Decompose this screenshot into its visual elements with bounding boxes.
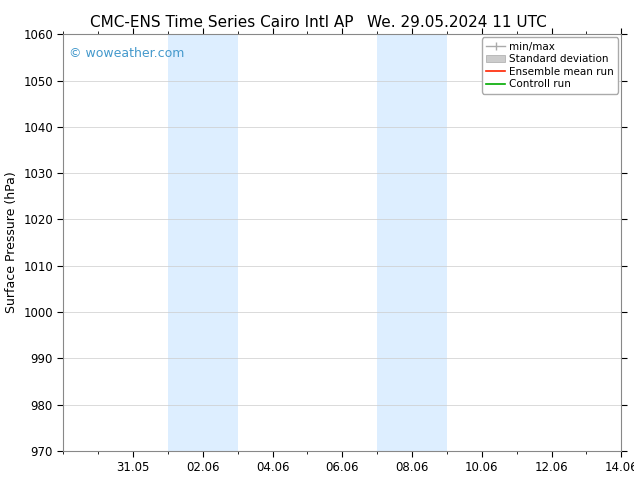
Text: CMC-ENS Time Series Cairo Intl AP: CMC-ENS Time Series Cairo Intl AP bbox=[90, 15, 354, 30]
Bar bbox=[377, 34, 447, 451]
Text: © woweather.com: © woweather.com bbox=[69, 47, 184, 60]
Legend: min/max, Standard deviation, Ensemble mean run, Controll run: min/max, Standard deviation, Ensemble me… bbox=[482, 37, 618, 94]
Text: We. 29.05.2024 11 UTC: We. 29.05.2024 11 UTC bbox=[366, 15, 547, 30]
Bar bbox=[168, 34, 238, 451]
Y-axis label: Surface Pressure (hPa): Surface Pressure (hPa) bbox=[4, 172, 18, 314]
